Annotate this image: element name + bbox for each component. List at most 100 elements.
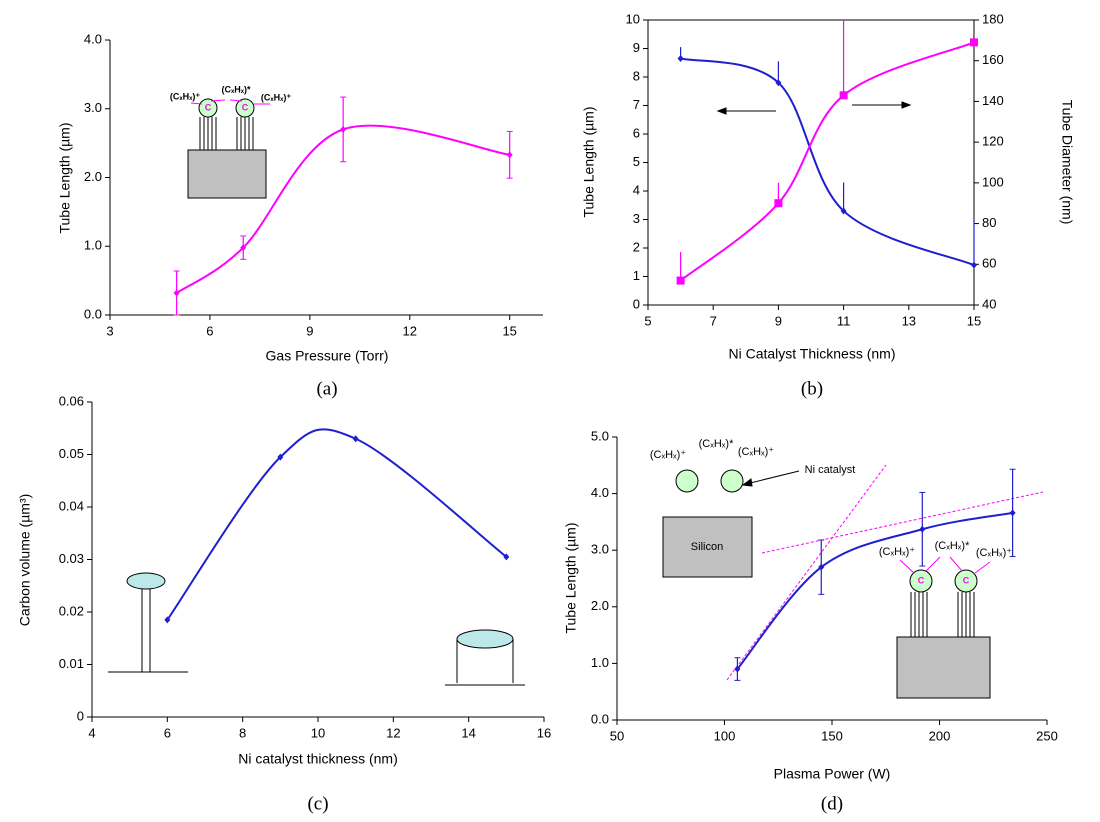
x-axis-label: Ni catalyst thickness (nm)	[238, 751, 397, 767]
y-tick-label: 0	[633, 296, 640, 311]
annotation: C	[963, 575, 970, 585]
x-axis-label: Ni Catalyst Thickness (nm)	[728, 346, 895, 362]
y2-tick-label: 80	[982, 215, 996, 230]
y-tick-label: 8	[633, 68, 640, 83]
y2-tick-label: 40	[982, 296, 996, 311]
x-tick-label: 15	[967, 313, 981, 328]
caption: (a)	[316, 378, 337, 399]
y2-tick-label: 120	[982, 134, 1004, 149]
y-tick-label: 10	[626, 11, 640, 26]
x-tick-label: 9	[306, 323, 313, 338]
data-point	[506, 151, 513, 159]
y-axis-label: Tube Length (µm)	[563, 522, 579, 633]
x-tick-label: 12	[403, 323, 417, 338]
annotation: C	[242, 102, 249, 112]
y-tick-label: 0.03	[59, 551, 84, 566]
annotation: (CₓHₓ)*	[221, 84, 251, 94]
x-axis-label: Plasma Power (W)	[774, 766, 891, 782]
y-tick-label: 9	[633, 40, 640, 55]
y-tick-label: 6	[633, 125, 640, 140]
y-tick-label: 3.0	[84, 100, 102, 115]
x-tick-label: 4	[88, 725, 95, 740]
x-tick-label: 150	[821, 728, 843, 743]
x-tick-label: 250	[1036, 728, 1058, 743]
x-tick-label: 15	[502, 323, 516, 338]
annotation: Ni catalyst	[805, 464, 856, 476]
y-axis-label: Tube Length (µm)	[581, 106, 597, 217]
arrows	[716, 101, 912, 115]
y2-tick-label: 160	[982, 52, 1004, 67]
data-line	[736, 511, 1013, 670]
x-tick-label: 3	[106, 323, 113, 338]
x-tick-label: 16	[537, 725, 551, 740]
y-tick-label: 3.0	[591, 542, 609, 557]
y-tick-label: 3	[633, 211, 640, 226]
x-tick-label: 10	[311, 725, 325, 740]
x-tick-label: 9	[775, 313, 782, 328]
y-tick-label: 5.0	[591, 428, 609, 443]
y-tick-label: 4.0	[84, 31, 102, 46]
annotation: (CₓHₓ)⁺	[261, 92, 292, 102]
y-tick-label: 2	[633, 239, 640, 254]
data-point	[240, 244, 247, 252]
x-tick-label: 8	[239, 725, 246, 740]
y-tick-label: 2.0	[591, 598, 609, 613]
caption: (d)	[821, 793, 843, 814]
annotation: (CₓHₓ)*	[699, 438, 734, 450]
x-axis-label: Gas Pressure (Torr)	[266, 348, 389, 364]
y-tick-label: 1.0	[84, 238, 102, 253]
data-point	[971, 261, 977, 269]
y-tick-label: 0.04	[59, 498, 84, 513]
data-point	[840, 207, 847, 215]
x-tick-label: 50	[610, 728, 624, 743]
annotation: (CₓHₓ)⁺	[170, 91, 201, 101]
data-line	[166, 428, 507, 621]
x-tick-label: 200	[929, 728, 951, 743]
data-point	[970, 38, 978, 47]
data-point	[676, 276, 685, 285]
annotation: C	[918, 575, 925, 585]
tube-drawings	[108, 572, 525, 686]
inset-diagram	[662, 464, 1044, 699]
annotation: (CₓHₓ)⁺	[879, 546, 915, 558]
y-tick-label: 0.0	[591, 711, 609, 726]
x-tick-label: 13	[902, 313, 916, 328]
data-point	[340, 125, 347, 133]
annotation: (CₓHₓ)*	[935, 540, 970, 552]
data-point	[677, 54, 684, 62]
y-tick-label: 7	[633, 97, 640, 112]
x-tick-label: 100	[714, 728, 736, 743]
data-point	[774, 199, 783, 208]
data-point	[503, 553, 510, 561]
y-tick-label: 0.01	[59, 656, 84, 671]
data-point	[173, 289, 180, 297]
y-tick-label: 0	[77, 708, 84, 723]
data-line	[679, 41, 975, 282]
annotation: (CₓHₓ)⁺	[976, 547, 1012, 559]
data-line	[680, 57, 975, 267]
data-point	[818, 563, 825, 571]
y-tick-label: 4	[633, 182, 640, 197]
y-tick-label: 1	[633, 268, 640, 283]
x-tick-label: 14	[461, 725, 475, 740]
data-point	[734, 665, 741, 673]
inset-diagram	[187, 98, 270, 199]
x-tick-label: 5	[644, 313, 651, 328]
y2-tick-label: 180	[982, 11, 1004, 26]
x-tick-label: 6	[206, 323, 213, 338]
y2-axis-label: Tube Diameter (nm)	[1059, 100, 1075, 225]
annotation: (CₓHₓ)⁺	[650, 449, 686, 461]
data-point	[775, 79, 782, 87]
y2-tick-label: 60	[982, 256, 996, 271]
y2-tick-label: 100	[982, 174, 1004, 189]
y-tick-label: 0.05	[59, 446, 84, 461]
y-tick-label: 0.0	[84, 306, 102, 321]
y-axis-label: Carbon volume (µm³)	[17, 494, 33, 627]
data-point	[919, 525, 926, 533]
annotation: Silicon	[691, 541, 723, 553]
y-tick-label: 4.0	[591, 485, 609, 500]
data-point	[164, 616, 171, 624]
x-tick-label: 7	[710, 313, 717, 328]
